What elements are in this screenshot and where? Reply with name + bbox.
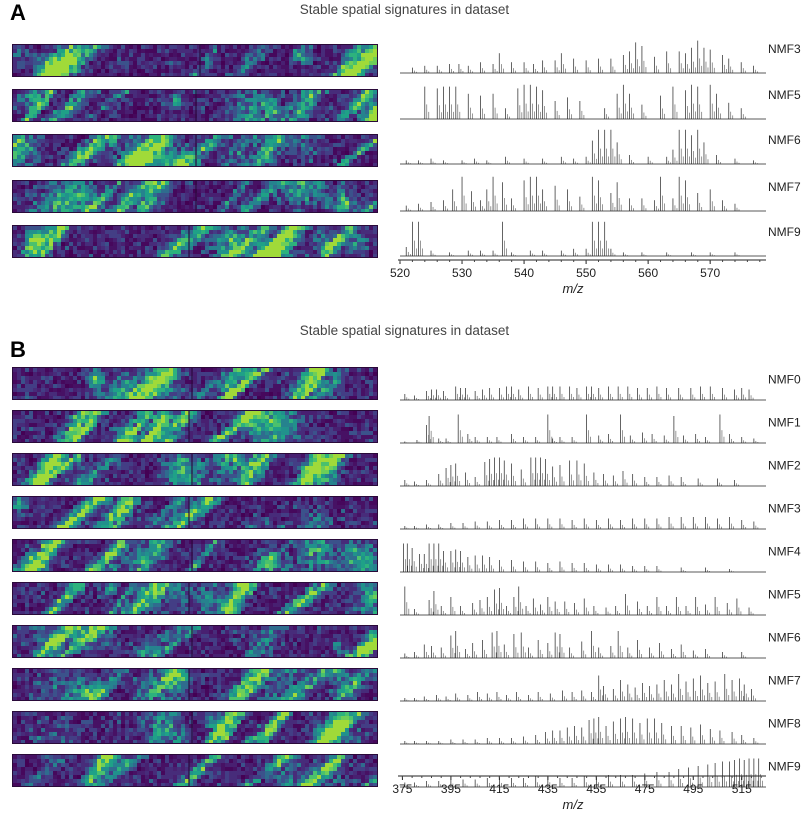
heatmap-nmf6 — [12, 134, 378, 167]
section-seam — [187, 755, 190, 786]
section-seam — [191, 712, 194, 743]
component-label: NMF9 — [768, 225, 801, 239]
section-seam — [187, 226, 190, 257]
section-seam — [195, 135, 197, 166]
heatmap-nmf5 — [12, 89, 378, 122]
heatmap-nmf9 — [12, 225, 378, 258]
x-tick-label: 475 — [635, 782, 655, 796]
component-label: NMF3 — [768, 502, 801, 516]
panel-b-title: Stable spatial signatures in dataset — [299, 323, 510, 338]
spectrum-NMF0: NMF0 — [400, 373, 801, 401]
x-tick-label: 415 — [489, 782, 509, 796]
x-tick-label: 540 — [514, 266, 534, 280]
panel-a-title: Stable spatial signatures in dataset — [299, 2, 510, 17]
x-tick-label: 515 — [732, 782, 752, 796]
spectrum-NMF5: NMF5 — [400, 84, 801, 120]
heatmap-nmf5 — [12, 582, 378, 615]
section-seam — [187, 411, 190, 442]
component-label: NMF7 — [768, 180, 801, 194]
section-seam — [187, 497, 190, 528]
spectrum-NMF7: NMF7 — [400, 176, 801, 212]
component-label: NMF8 — [768, 717, 801, 731]
heatmap-nmf2 — [12, 453, 378, 486]
x-tick-label: 395 — [441, 782, 461, 796]
panel-a-letter: A — [10, 0, 26, 25]
heatmap-nmf4 — [12, 539, 378, 572]
component-label: NMF5 — [768, 588, 801, 602]
section-seam — [195, 90, 197, 121]
section-seam — [187, 669, 190, 700]
x-axis-label: m/z — [563, 797, 584, 812]
section-seam — [191, 368, 194, 399]
x-tick-label: 455 — [586, 782, 606, 796]
spectrum-NMF7: NMF7 — [400, 674, 801, 702]
spectrum-NMF3: NMF3 — [400, 40, 801, 74]
x-tick-label: 570 — [700, 266, 720, 280]
heatmap-nmf8 — [12, 711, 378, 744]
spectrum-NMF6: NMF6 — [400, 129, 801, 165]
heatmap-nmf9 — [12, 754, 378, 787]
spectrum-NMF1: NMF1 — [400, 414, 801, 444]
spectrum-NMF5: NMF5 — [400, 586, 801, 616]
spectrum-NMF6: NMF6 — [400, 631, 801, 659]
spectrum-NMF2: NMF2 — [400, 457, 801, 487]
x-tick-label: 375 — [392, 782, 412, 796]
component-label: NMF3 — [768, 42, 801, 56]
component-label: NMF6 — [768, 631, 801, 645]
component-label: NMF9 — [768, 760, 801, 774]
component-label: NMF4 — [768, 545, 801, 559]
spectrum-NMF4: NMF4 — [400, 543, 801, 573]
heatmap-nmf0 — [12, 367, 378, 400]
spectrum-NMF9: NMF9 — [400, 221, 801, 257]
component-label: NMF0 — [768, 373, 801, 387]
section-seam — [191, 454, 194, 485]
heatmap-nmf3 — [12, 496, 378, 529]
x-tick-label: 520 — [390, 266, 410, 280]
heatmap-nmf3 — [12, 44, 378, 77]
x-tick-label: 560 — [638, 266, 658, 280]
component-label: NMF1 — [768, 416, 801, 430]
x-tick-label: 550 — [576, 266, 596, 280]
heatmap-nmf1 — [12, 410, 378, 443]
section-seam — [187, 583, 190, 614]
x-tick-label: 435 — [538, 782, 558, 796]
heatmap-nmf6 — [12, 625, 378, 658]
component-label: NMF5 — [768, 88, 801, 102]
x-tick-label: 530 — [452, 266, 472, 280]
spectrum-NMF8: NMF8 — [400, 717, 801, 745]
component-label: NMF7 — [768, 674, 801, 688]
panel-b-letter: B — [10, 337, 26, 362]
spectrum-NMF3: NMF3 — [400, 502, 801, 530]
component-label: NMF2 — [768, 459, 801, 473]
component-label: NMF6 — [768, 133, 801, 147]
section-seam — [195, 181, 197, 212]
x-tick-label: 495 — [683, 782, 703, 796]
heatmap-nmf7 — [12, 180, 378, 213]
x-axis-label: m/z — [563, 281, 584, 296]
heatmap-nmf7 — [12, 668, 378, 701]
section-seam — [198, 45, 201, 76]
section-seam — [191, 626, 194, 657]
section-seam — [191, 540, 194, 571]
